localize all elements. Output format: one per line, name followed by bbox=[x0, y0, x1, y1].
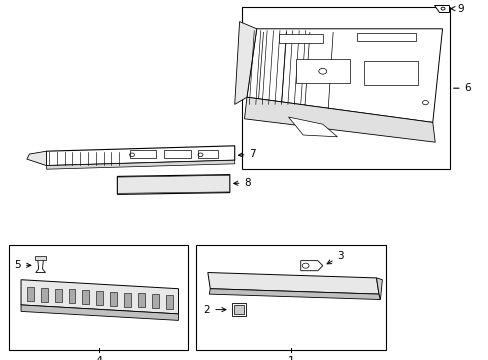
Bar bbox=[278, 34, 322, 43]
Bar bbox=[364, 61, 417, 85]
Bar bbox=[96, 291, 103, 305]
Bar bbox=[242, 7, 449, 169]
Bar bbox=[295, 59, 349, 83]
Polygon shape bbox=[46, 160, 234, 169]
Bar bbox=[234, 305, 244, 314]
Polygon shape bbox=[207, 273, 378, 294]
Text: 1: 1 bbox=[287, 356, 294, 360]
Bar bbox=[110, 292, 117, 306]
Polygon shape bbox=[21, 280, 178, 314]
Bar bbox=[356, 33, 415, 41]
Bar bbox=[124, 293, 131, 306]
Bar bbox=[82, 290, 89, 304]
Bar bbox=[129, 150, 156, 158]
Text: 3: 3 bbox=[326, 251, 344, 264]
Text: 7: 7 bbox=[238, 149, 256, 159]
Polygon shape bbox=[209, 289, 380, 300]
Polygon shape bbox=[117, 175, 229, 194]
Text: 8: 8 bbox=[233, 178, 251, 188]
Bar bbox=[9, 245, 188, 350]
Bar bbox=[41, 288, 48, 302]
Bar bbox=[165, 295, 172, 309]
Polygon shape bbox=[376, 278, 382, 300]
Bar bbox=[195, 245, 386, 350]
Bar bbox=[151, 294, 158, 308]
Polygon shape bbox=[433, 5, 448, 12]
Bar bbox=[27, 287, 34, 301]
Text: 5: 5 bbox=[14, 260, 31, 270]
Text: 2: 2 bbox=[203, 305, 225, 315]
Polygon shape bbox=[234, 22, 256, 104]
Bar bbox=[163, 150, 190, 158]
Bar bbox=[68, 289, 75, 303]
Polygon shape bbox=[21, 305, 178, 320]
Bar bbox=[198, 150, 217, 158]
Text: 6: 6 bbox=[453, 83, 470, 93]
Polygon shape bbox=[46, 146, 234, 166]
Text: 9: 9 bbox=[450, 4, 464, 14]
Bar bbox=[232, 303, 245, 316]
Bar bbox=[138, 293, 144, 307]
Polygon shape bbox=[300, 261, 322, 271]
Polygon shape bbox=[246, 29, 442, 122]
Text: 4: 4 bbox=[95, 356, 102, 360]
Polygon shape bbox=[36, 258, 45, 273]
Polygon shape bbox=[27, 151, 46, 166]
Polygon shape bbox=[244, 97, 434, 142]
Polygon shape bbox=[288, 117, 337, 137]
Bar bbox=[55, 289, 61, 302]
Bar bbox=[35, 256, 46, 260]
